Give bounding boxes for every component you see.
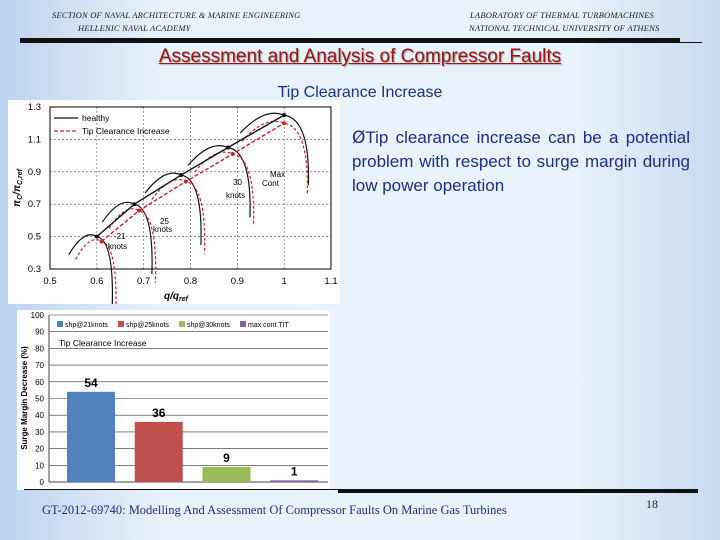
header-left-line1: SECTION OF NAVAL ARCHITECTURE & MARINE E… <box>52 10 301 20</box>
bullet-text: Tip clearance increase can be a potentia… <box>352 128 690 195</box>
bar-y-tick-label: 20 <box>35 445 44 454</box>
bar-legend-entry: shp@30knots <box>187 322 230 329</box>
bar-shp-30knots <box>202 466 251 482</box>
bar-y-axis-label: Surge Margin Decrease (%) <box>20 346 29 450</box>
bar-legend-swatch <box>179 321 185 327</box>
bar-data-label: 36 <box>152 406 166 420</box>
footer-citation: GT-2012-69740: Modelling And Assessment … <box>42 503 507 517</box>
bar-y-tick-label: 30 <box>35 428 44 437</box>
bar-shp-25knots <box>134 421 183 482</box>
chart-ticks: 0.5 0.6 0.7 0.8 0.9 1 1.10.30.50.70.91.11.3 <box>28 102 338 287</box>
x-tick-label: 1.1 <box>324 276 337 287</box>
bar-y-tick-label: 0 <box>40 478 45 487</box>
bar-chart-bars: 54 36 9 1 <box>67 376 319 482</box>
x-tick-label: 0.6 <box>90 276 103 287</box>
bar-y-tick-label: 40 <box>35 411 44 420</box>
annotation-30: 30 <box>233 178 242 187</box>
point-tip-clearance <box>282 121 287 126</box>
point-tip-clearance <box>99 239 104 244</box>
bar-y-tick-label: 90 <box>35 328 44 337</box>
annotation-21: -21 <box>114 232 126 241</box>
annotation-30-knots: knots <box>226 191 245 200</box>
bar-y-tick-label: 50 <box>35 395 44 404</box>
footer-rule <box>338 489 698 493</box>
speed-line-tip-clearance <box>241 120 308 196</box>
y-tick-label: 0.7 <box>28 199 41 210</box>
point-healthy <box>94 234 99 239</box>
x-tick-label: 0.5 <box>43 276 56 287</box>
annotation-21-knots: knots <box>108 242 127 251</box>
bar-data-label: 1 <box>291 464 298 478</box>
y-tick-label: 0.9 <box>28 167 41 178</box>
point-healthy <box>225 145 230 150</box>
bar-max-cont-tit <box>270 480 319 482</box>
header-rule-tail <box>680 42 702 43</box>
page-number: 18 <box>646 497 658 511</box>
x-tick-label: 1 <box>282 276 287 287</box>
bar-chart-legend: shp@21knots shp@25knots shp@30knots max con… <box>57 321 289 329</box>
legend-entry-healthy: healthy <box>82 113 110 123</box>
bar-legend-entry: shp@25knots <box>126 322 169 329</box>
bar-legend-swatch <box>118 321 124 327</box>
speed-line-tip-clearance <box>108 208 157 283</box>
bar-y-tick-label: 60 <box>35 378 44 387</box>
bar-legend-swatch <box>57 321 63 327</box>
bar-chart-annotation: Tip Clearance Increase <box>59 338 147 348</box>
compressor-map-chart: 0.5 0.6 0.7 0.8 0.9 1 1.10.30.50.70.91.11.3 he… <box>8 100 340 304</box>
header-right-line1: LABORATORY OF THERMAL TURBOMACHINES <box>470 10 655 20</box>
bullet-marker: Ø <box>352 128 366 148</box>
bar-legend-swatch <box>240 321 246 327</box>
bar-y-tick-label: 70 <box>35 361 44 370</box>
point-healthy <box>282 113 287 118</box>
point-healthy <box>132 202 137 207</box>
point-tip-clearance <box>230 151 235 156</box>
x-tick-label: 0.8 <box>184 276 197 287</box>
y-tick-label: 1.1 <box>28 134 41 145</box>
bar-data-label: 9 <box>223 451 230 465</box>
x-tick-label: 0.7 <box>137 276 150 287</box>
bullet-point: ØTip clearance increase can be a potenti… <box>352 126 690 198</box>
bar-chart-grid: 0 10 20 30 40 50 60 70 80 90 100 <box>31 311 328 487</box>
bar-legend-entry: max cont TIT <box>248 322 289 329</box>
point-tip-clearance <box>136 208 141 213</box>
bar-shp-21knots <box>67 391 115 482</box>
y-tick-label: 0.3 <box>28 264 41 275</box>
bar-y-tick-label: 80 <box>35 344 44 353</box>
bar-y-tick-label: 100 <box>31 311 45 320</box>
y-tick-label: 1.3 <box>28 102 41 113</box>
legend-entry-tip-clearance: Tip Clearance Increase <box>82 126 170 136</box>
bar-legend-entry: shp@21knots <box>65 322 108 329</box>
header-rule <box>20 38 680 43</box>
annotation-25: 25 <box>160 217 169 226</box>
bar-y-tick-label: 10 <box>35 461 44 470</box>
header-left-line2: HELLENIC NAVAL ACADEMY <box>78 23 191 33</box>
point-healthy <box>179 173 184 178</box>
header-right-line2: NATIONAL TECHNICAL UNIVERSITY OF ATHENS <box>469 23 660 33</box>
slide-subtitle: Tip Clearance Increase <box>277 84 443 101</box>
y-tick-label: 0.5 <box>28 232 41 243</box>
annotation-25-knots: knots <box>153 225 172 234</box>
slide-title: Assessment and Analysis of Compressor Fa… <box>158 46 562 67</box>
annotation-cont: Cont <box>262 179 280 188</box>
annotation-max: Max <box>270 170 285 179</box>
chart-series <box>68 112 310 304</box>
point-tip-clearance <box>183 179 188 184</box>
surge-margin-bar-chart: 0 10 20 30 40 50 60 70 80 90 100 54 36 9 1 shp@21knot… <box>17 310 330 490</box>
footer-rule-thin <box>24 489 338 490</box>
bar-data-label: 54 <box>84 376 98 390</box>
x-tick-label: 0.9 <box>231 276 244 287</box>
